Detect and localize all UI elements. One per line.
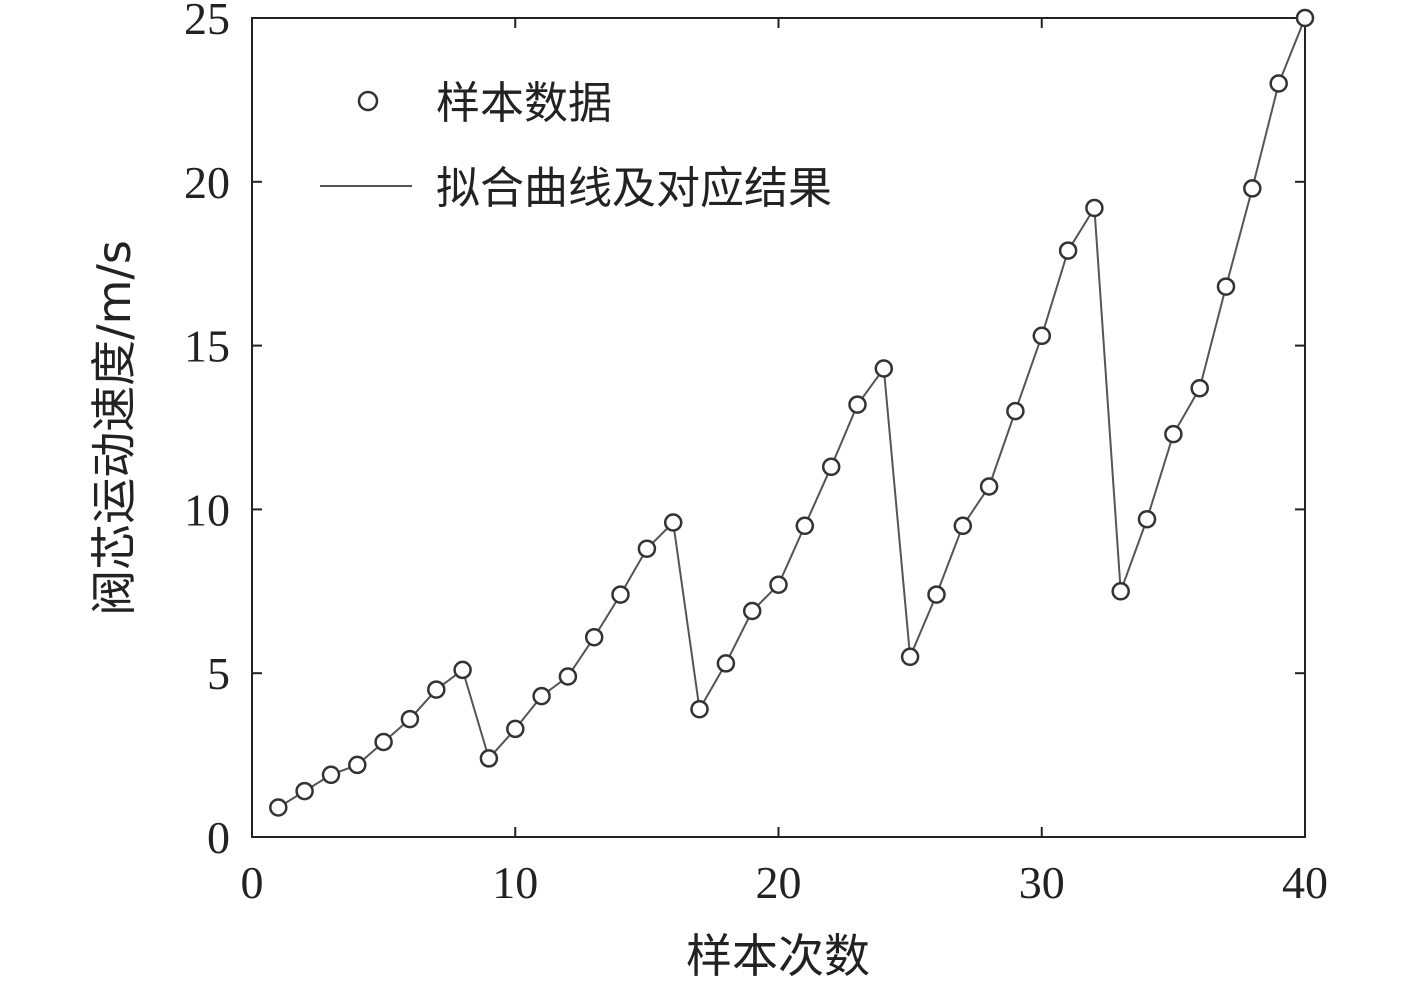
- y-tick-label: 10: [184, 484, 230, 535]
- y-axis-title: 阀芯运动速度/m/s: [87, 240, 141, 616]
- data-point: [1190, 378, 1209, 398]
- data-point: [269, 798, 288, 817]
- y-tick-label: 5: [207, 648, 230, 699]
- x-tick-label: 40: [1282, 857, 1328, 908]
- data-point: [1216, 277, 1236, 296]
- data-point: [1085, 198, 1104, 218]
- axis-tick-labels: 0 10 20 30 40 0 5 10 15 20 25: [184, 0, 1328, 908]
- x-tick-label: 30: [1019, 857, 1065, 908]
- data-point: [558, 667, 578, 686]
- y-tick-label: 20: [184, 157, 230, 208]
- data-point: [1164, 424, 1183, 444]
- data-point: [427, 680, 446, 699]
- data-point: [663, 513, 683, 532]
- data-point: [690, 699, 709, 719]
- data-point: [532, 686, 551, 706]
- x-tick-label: 20: [756, 857, 802, 908]
- data-point: [742, 601, 762, 621]
- data-point: [321, 765, 341, 785]
- fit-curve: [277, 17, 1306, 809]
- data-point: [1111, 582, 1130, 601]
- legend-markers-label: 样本数据: [436, 78, 612, 129]
- data-point: [874, 359, 894, 378]
- data-point: [1006, 401, 1025, 421]
- data-point: [848, 395, 867, 414]
- data-point: [1032, 326, 1052, 346]
- legend-marker-icon: [357, 90, 379, 112]
- data-point: [479, 749, 499, 768]
- y-tick-label: 25: [184, 0, 230, 44]
- data-point: [374, 732, 393, 752]
- data-point: [953, 516, 973, 536]
- data-point: [1058, 241, 1078, 260]
- data-point: [637, 539, 657, 558]
- x-tick-label: 10: [492, 857, 538, 908]
- data-point: [611, 585, 630, 604]
- data-point: [900, 647, 920, 667]
- x-tick-label: 0: [241, 857, 264, 908]
- legend: 样本数据 拟合曲线及对应结果: [320, 78, 832, 214]
- data-point: [1243, 179, 1262, 198]
- sample-markers: [269, 8, 1315, 817]
- data-point: [927, 585, 946, 604]
- legend-line-label: 拟合曲线及对应结果: [436, 163, 832, 214]
- x-axis-title: 样本次数: [686, 929, 870, 982]
- data-point: [1269, 74, 1288, 93]
- data-point: [979, 477, 999, 496]
- data-point: [400, 709, 420, 729]
- data-point: [348, 755, 367, 775]
- data-point: [1137, 509, 1157, 529]
- data-point: [295, 781, 314, 801]
- data-point: [769, 575, 788, 594]
- data-point: [716, 654, 736, 673]
- data-point: [1295, 8, 1315, 28]
- data-point: [506, 719, 525, 739]
- y-tick-label: 0: [207, 812, 230, 863]
- data-point: [584, 627, 604, 647]
- data-point: [453, 660, 472, 680]
- y-tick-label: 15: [184, 321, 230, 372]
- data-point: [795, 516, 815, 536]
- data-point: [821, 457, 841, 477]
